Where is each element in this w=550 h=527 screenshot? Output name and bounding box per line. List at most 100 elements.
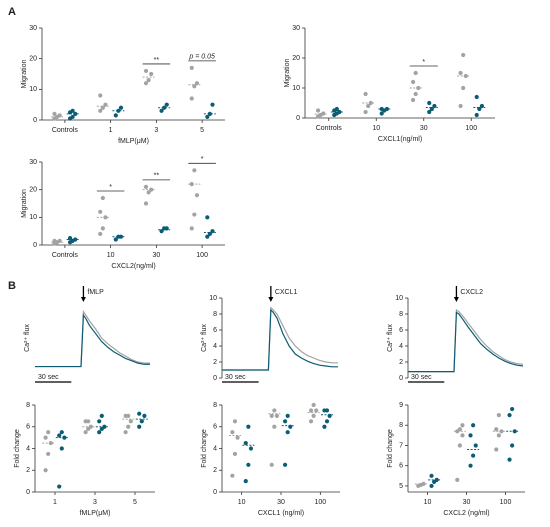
scale-bar-label: 30 sec (225, 374, 246, 381)
y-tick-label: 10 (292, 85, 300, 92)
y-tick-label: 8 (399, 311, 403, 318)
data-point (471, 423, 476, 428)
y-tick-label: 20 (29, 187, 37, 194)
stimulus-label: fMLP (87, 289, 104, 296)
data-point (410, 79, 416, 85)
data-point (460, 433, 465, 438)
trace (35, 313, 150, 368)
data-point (128, 419, 133, 424)
data-point (285, 430, 290, 435)
y-tick-label: 8 (399, 422, 403, 429)
data-point (321, 111, 326, 116)
data-point (143, 81, 149, 86)
data-point (139, 419, 144, 424)
x-tick-label: 5 (133, 499, 137, 506)
data-point (458, 70, 463, 76)
y-tick-label: 2 (399, 359, 403, 366)
data-point (282, 419, 288, 424)
data-point (246, 424, 251, 429)
data-point (507, 413, 512, 418)
y-tick-label: 6 (399, 327, 403, 334)
y-tick-label: 30 (292, 25, 300, 32)
data-point (149, 71, 154, 77)
data-point (246, 462, 251, 467)
data-point (510, 443, 515, 448)
data-point (98, 108, 103, 113)
data-point (86, 419, 91, 424)
data-point (413, 91, 418, 97)
y-tick-label: 2 (26, 467, 30, 474)
data-point (457, 443, 462, 448)
data-point (123, 430, 128, 435)
data-point (269, 413, 274, 418)
data-point (113, 237, 118, 242)
data-point (232, 451, 238, 457)
y-tick-label: 6 (213, 327, 217, 334)
y-tick-label: 9 (399, 402, 403, 409)
y-tick-label: 5 (399, 483, 403, 490)
data-point (248, 446, 254, 451)
y-axis-label: Fold change (387, 429, 394, 468)
stimulus-label: CXCL1 (275, 289, 298, 296)
data-point (282, 462, 288, 467)
data-point (143, 201, 149, 206)
data-point (496, 413, 501, 418)
x-tick-label: 10 (238, 499, 246, 506)
data-point (189, 96, 194, 101)
y-tick-label: 0 (33, 117, 37, 124)
y-axis-label: Ca²⁺ flux (201, 324, 208, 352)
x-tick-label: 30 (420, 125, 428, 132)
data-point (164, 102, 169, 107)
data-point (97, 419, 102, 424)
data-point (192, 212, 197, 217)
y-tick-label: 4 (26, 445, 30, 452)
panel-letter: A (8, 6, 16, 18)
data-point (100, 226, 105, 231)
y-tick-label: 30 (29, 159, 37, 166)
x-tick-label: 3 (93, 499, 97, 506)
y-tick-label: 0 (33, 242, 37, 249)
data-point (189, 226, 194, 231)
arrow-head (453, 297, 459, 302)
data-point (243, 479, 248, 484)
x-tick-label: 1 (53, 499, 57, 506)
data-point (146, 78, 151, 83)
y-tick-label: 6 (26, 424, 30, 431)
data-point (83, 430, 88, 435)
y-tick-label: 4 (399, 343, 403, 350)
trace (222, 308, 338, 371)
x-axis-label: fMLP(μM) (80, 510, 111, 517)
data-point (379, 106, 384, 112)
data-point (210, 102, 215, 107)
data-point (100, 195, 105, 201)
y-tick-label: 0 (26, 489, 30, 496)
data-point (496, 433, 501, 438)
data-point (70, 114, 75, 120)
data-point (324, 419, 330, 424)
data-point (410, 97, 416, 103)
y-tick-label: 2 (213, 359, 217, 366)
data-point (494, 427, 499, 432)
data-point (363, 109, 368, 115)
data-point (474, 112, 479, 118)
arrow-head (268, 297, 274, 302)
data-point (235, 435, 240, 440)
y-tick-label: 20 (292, 55, 300, 62)
trace (222, 306, 338, 371)
y-axis-label: Fold change (201, 429, 208, 468)
data-point (285, 413, 290, 418)
x-axis-label: CXCL1 (ng/ml) (258, 510, 304, 517)
y-tick-label: 8 (213, 311, 217, 318)
data-point (427, 100, 432, 106)
y-tick-label: 30 (29, 25, 37, 32)
data-point (458, 103, 463, 109)
y-tick-label: 20 (29, 56, 37, 63)
scale-bar-label: 30 sec (411, 374, 432, 381)
data-point (322, 424, 327, 429)
y-axis-label: Ca²⁺ flux (24, 324, 31, 352)
data-point (143, 184, 149, 189)
x-tick-label: Controls (52, 252, 79, 259)
y-tick-label: 4 (213, 445, 217, 452)
data-point (272, 424, 277, 429)
data-point (457, 427, 462, 432)
